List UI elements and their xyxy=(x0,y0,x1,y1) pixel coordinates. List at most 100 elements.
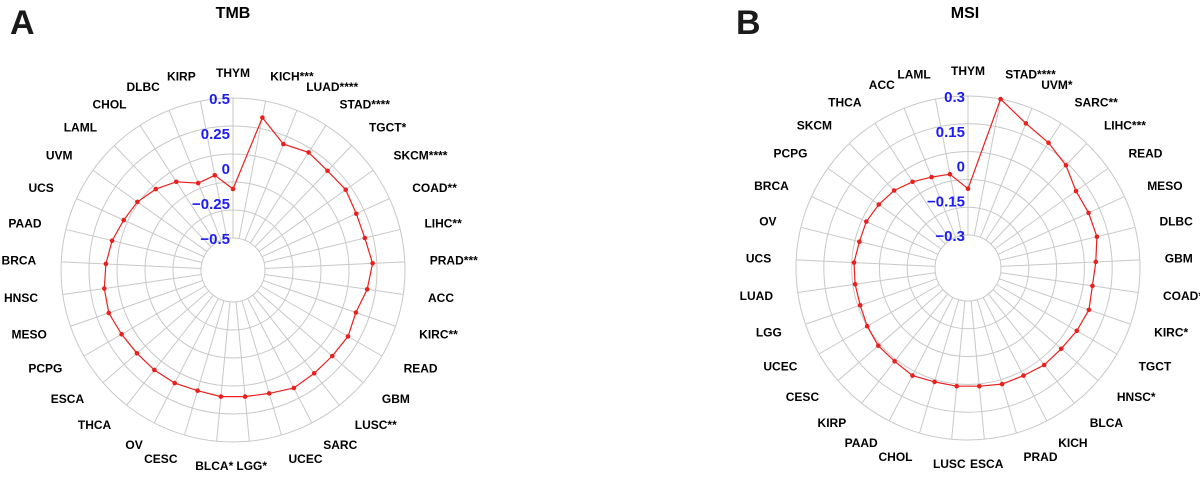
panel-letter-b: B xyxy=(736,4,761,42)
category-label: LAML xyxy=(64,120,97,134)
spoke-line xyxy=(254,145,353,248)
data-point xyxy=(852,281,858,287)
data-point xyxy=(1086,307,1092,313)
category-label: THCA xyxy=(78,418,112,432)
spoke-line xyxy=(264,261,405,269)
data-point xyxy=(109,238,115,243)
data-point xyxy=(195,180,201,186)
category-label: ACC xyxy=(869,78,895,92)
data-point xyxy=(1041,362,1047,368)
spoke-line xyxy=(247,298,313,424)
spoke-line xyxy=(102,290,210,384)
data-point xyxy=(1063,163,1069,168)
data-point xyxy=(954,383,959,389)
spoke-line xyxy=(260,285,383,357)
spoke-line xyxy=(126,294,214,406)
data-point xyxy=(876,202,882,207)
data-point xyxy=(977,383,982,389)
data-point xyxy=(1058,346,1064,352)
category-label: PRAD*** xyxy=(430,254,478,268)
data-point xyxy=(106,310,112,316)
spoke-line xyxy=(805,278,937,325)
spoke-line xyxy=(1000,259,1140,267)
data-point xyxy=(218,394,224,399)
tick-label: 0.15 xyxy=(936,124,965,141)
data-point xyxy=(311,371,317,376)
category-label: KIRP xyxy=(167,70,196,84)
spoke-line xyxy=(263,279,396,327)
category-label: CESC xyxy=(144,452,178,466)
spoke-line xyxy=(990,143,1088,245)
data-point xyxy=(1090,283,1095,289)
spoke-line xyxy=(973,99,1002,236)
spoke-line xyxy=(903,108,957,238)
category-label: GBM xyxy=(1165,252,1193,266)
category-label: PRAD xyxy=(1024,450,1058,464)
data-point xyxy=(1093,259,1099,265)
tick-label: 0 xyxy=(222,161,230,178)
data-point xyxy=(135,199,140,205)
category-label: BRCA xyxy=(2,254,37,268)
spoke-line xyxy=(83,285,206,357)
data-point xyxy=(119,332,124,337)
spoke-line xyxy=(837,289,944,382)
data-point xyxy=(857,303,863,308)
category-label: READ xyxy=(1128,147,1162,161)
spoke-line xyxy=(796,259,936,267)
series-line xyxy=(103,116,374,398)
spoke-line xyxy=(811,196,939,255)
category-label: UCS xyxy=(746,252,771,266)
category-label: DLBC xyxy=(126,80,160,94)
category-label: LUSC** xyxy=(355,418,397,432)
category-label: KICH xyxy=(1058,436,1087,450)
spoke-line xyxy=(70,279,203,327)
panel-tmb: A TMB THYM KICH***LUAD**** STAD**** TGCT* SK… xyxy=(2,4,479,473)
category-label: STAD**** xyxy=(340,97,391,111)
data-point xyxy=(195,388,200,394)
category-label: ESCA xyxy=(51,392,85,406)
category-label: SKCM xyxy=(797,118,832,132)
category-label: THYM xyxy=(216,66,250,80)
spoke-line xyxy=(256,290,364,384)
data-point xyxy=(1073,188,1079,194)
data-point xyxy=(910,179,915,185)
spoke-line xyxy=(244,110,298,241)
category-label: GBM xyxy=(382,392,410,406)
category-label: LAML xyxy=(897,68,930,82)
category-label: READ xyxy=(404,362,438,376)
category-label: PCPG xyxy=(774,147,808,161)
data-point xyxy=(343,187,349,192)
spoke-line xyxy=(827,167,942,250)
category-label: THCA xyxy=(828,95,862,109)
category-label: KIRC* xyxy=(1154,325,1188,339)
tick-label: 0.3 xyxy=(944,89,965,106)
data-point xyxy=(364,287,370,292)
category-label: UCEC xyxy=(763,360,797,374)
spoke-line xyxy=(62,274,202,295)
data-point xyxy=(345,334,351,339)
data-point xyxy=(134,351,140,356)
data-point xyxy=(325,168,330,174)
category-label: SARC xyxy=(323,438,357,452)
tick-label: −0.5 xyxy=(200,231,230,248)
spoke-line xyxy=(861,293,948,404)
data-point xyxy=(998,96,1003,102)
spoke-line xyxy=(976,299,1017,434)
tick-label: 0.5 xyxy=(209,91,230,108)
data-point xyxy=(362,235,368,241)
data-point xyxy=(932,379,937,385)
data-point xyxy=(1021,373,1026,378)
category-label: KICH*** xyxy=(270,70,314,84)
data-point xyxy=(929,174,934,180)
category-label: OV xyxy=(759,215,776,229)
data-point xyxy=(172,380,177,386)
category-label: LGG xyxy=(756,325,782,339)
spoke-line xyxy=(92,169,208,252)
data-point xyxy=(121,217,126,223)
data-point xyxy=(876,343,881,349)
data-point xyxy=(266,391,272,396)
data-point xyxy=(1074,328,1080,334)
data-point xyxy=(947,171,953,177)
data-point xyxy=(291,385,297,391)
